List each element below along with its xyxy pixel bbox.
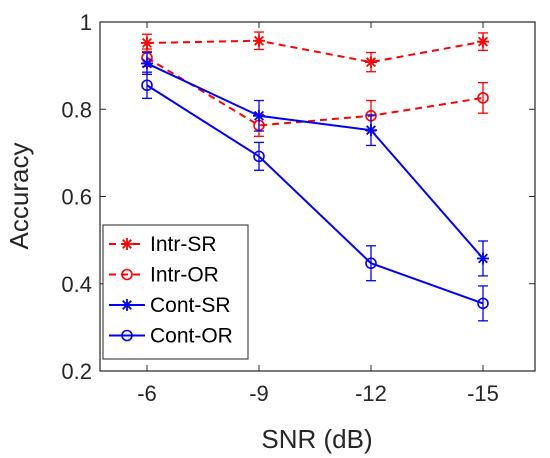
data-point: [365, 56, 377, 69]
legend-marker: [121, 299, 133, 311]
legend-marker: [121, 268, 133, 281]
legend-marker: [121, 329, 133, 342]
legend-entry-cont-sr: Cont-SR: [109, 294, 231, 317]
legend-label: Intr-OR: [150, 264, 219, 287]
series-cont-sr: [141, 51, 489, 277]
data-point: [141, 79, 153, 92]
legend-entry-intr-sr: Intr-SR: [109, 233, 217, 256]
y-tick-label: 1: [80, 10, 92, 35]
legend-entry-intr-or: Intr-OR: [109, 264, 219, 287]
data-point: [477, 35, 489, 48]
y-axis-label: Accuracy: [4, 143, 34, 250]
y-tick-label: 0.2: [61, 359, 92, 384]
x-tick-label: -12: [355, 381, 387, 406]
data-point: [477, 297, 489, 310]
legend-label: Cont-SR: [150, 294, 231, 317]
legend-label: Cont-OR: [150, 325, 233, 348]
series-line: [146, 62, 484, 260]
y-tick-label: 0.8: [61, 97, 92, 122]
x-tick-label: -9: [249, 381, 269, 406]
data-point: [477, 252, 489, 265]
x-tick-label: -6: [137, 381, 157, 406]
data-point: [253, 109, 265, 122]
data-point: [253, 34, 265, 47]
y-tick-label: 0.6: [61, 185, 92, 210]
x-tick-label: -15: [467, 381, 499, 406]
series-line: [146, 39, 484, 64]
series-cont-or: [141, 71, 489, 322]
y-axis: 0.2 0.4 0.6 0.8 1: [61, 10, 535, 384]
data-point: [141, 57, 153, 70]
series-line: [146, 84, 484, 305]
y-tick-label: 0.4: [61, 272, 92, 297]
legend-marker: [121, 238, 133, 250]
series-line: [146, 56, 484, 127]
legend-entry-cont-or: Cont-OR: [109, 325, 233, 348]
x-axis: -6 -9 -12 -15: [137, 22, 499, 406]
data-point: [477, 92, 489, 104]
legend-label: Intr-SR: [150, 233, 217, 256]
series-layer: [141, 31, 489, 322]
data-point: [365, 257, 377, 270]
legend: Intr-SR Intr-OR Cont-SR Cont-OR: [102, 224, 249, 360]
data-point: [365, 124, 377, 137]
x-axis-label: SNR (dB): [261, 424, 372, 454]
data-point: [141, 36, 153, 49]
series-intr-sr: [141, 31, 489, 73]
data-point: [253, 150, 265, 163]
